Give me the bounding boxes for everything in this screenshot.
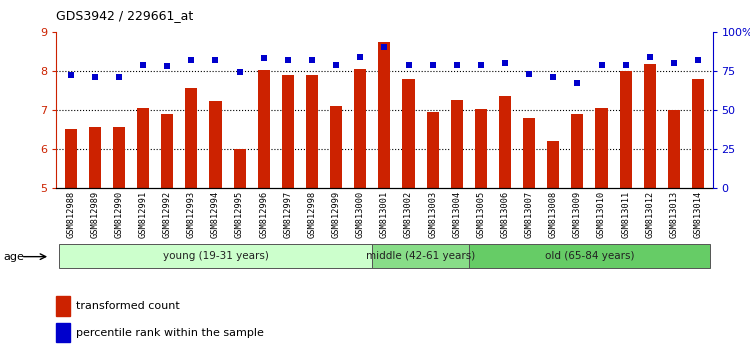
Point <box>596 62 608 67</box>
Bar <box>282 75 294 188</box>
Point <box>403 62 415 67</box>
Bar <box>185 88 197 188</box>
Bar <box>233 149 246 188</box>
Point <box>499 60 511 66</box>
Bar <box>523 118 536 188</box>
Point <box>209 57 221 63</box>
Text: GSM813011: GSM813011 <box>621 190 630 238</box>
Bar <box>451 100 463 188</box>
Text: GSM813006: GSM813006 <box>500 190 509 238</box>
Point <box>64 73 76 78</box>
Text: GSM812997: GSM812997 <box>284 190 292 238</box>
Point <box>668 60 680 66</box>
Text: GSM812990: GSM812990 <box>115 190 124 238</box>
Text: percentile rank within the sample: percentile rank within the sample <box>76 328 264 338</box>
Bar <box>620 71 632 188</box>
Bar <box>64 129 76 188</box>
Text: age: age <box>4 252 25 262</box>
Bar <box>58 244 372 268</box>
Text: GSM813014: GSM813014 <box>694 190 703 238</box>
Point <box>185 57 197 63</box>
Point <box>378 45 390 50</box>
Point <box>451 62 463 67</box>
Bar <box>372 244 469 268</box>
Point <box>161 63 173 69</box>
Text: GSM813010: GSM813010 <box>597 190 606 238</box>
Text: GSM812994: GSM812994 <box>211 190 220 238</box>
Bar <box>644 64 656 188</box>
Bar <box>113 127 125 188</box>
Point <box>113 74 125 80</box>
Text: GSM812989: GSM812989 <box>90 190 99 238</box>
Point <box>572 80 584 86</box>
Bar <box>572 114 584 188</box>
Point <box>692 57 704 63</box>
Text: old (65-84 years): old (65-84 years) <box>544 251 634 261</box>
Point <box>427 62 439 67</box>
Bar <box>161 114 173 188</box>
Text: GSM812988: GSM812988 <box>66 190 75 238</box>
Text: GSM813000: GSM813000 <box>356 190 364 238</box>
Bar <box>403 79 415 188</box>
Bar <box>137 108 149 188</box>
Text: GSM812999: GSM812999 <box>332 190 340 238</box>
Text: GSM812992: GSM812992 <box>163 190 172 238</box>
Point <box>620 62 632 67</box>
Text: middle (42-61 years): middle (42-61 years) <box>366 251 476 261</box>
Text: GSM812993: GSM812993 <box>187 190 196 238</box>
Text: GSM812995: GSM812995 <box>235 190 244 238</box>
Text: GSM813004: GSM813004 <box>452 190 461 238</box>
Bar <box>306 75 318 188</box>
Bar <box>469 244 710 268</box>
Bar <box>88 127 101 188</box>
Text: young (19-31 years): young (19-31 years) <box>163 251 268 261</box>
Point <box>475 62 487 67</box>
Text: GSM813001: GSM813001 <box>380 190 388 238</box>
Text: GDS3942 / 229661_at: GDS3942 / 229661_at <box>56 9 194 22</box>
Text: transformed count: transformed count <box>76 301 179 311</box>
Text: GSM812991: GSM812991 <box>139 190 148 238</box>
Bar <box>692 79 704 188</box>
Point <box>354 54 366 59</box>
Bar <box>668 110 680 188</box>
Bar <box>475 109 487 188</box>
Text: GSM813013: GSM813013 <box>670 190 679 238</box>
Text: GSM812996: GSM812996 <box>260 190 268 238</box>
Bar <box>258 70 270 188</box>
Bar <box>427 112 439 188</box>
Text: GSM812998: GSM812998 <box>308 190 316 238</box>
Point <box>282 57 294 63</box>
Bar <box>330 106 342 188</box>
Bar <box>548 141 560 188</box>
Point <box>306 57 318 63</box>
Text: GSM813012: GSM813012 <box>645 190 654 238</box>
Point <box>330 62 342 67</box>
Text: GSM813005: GSM813005 <box>476 190 485 238</box>
Text: GSM813008: GSM813008 <box>549 190 558 238</box>
Point <box>524 71 536 77</box>
Text: GSM813007: GSM813007 <box>525 190 534 238</box>
Bar <box>378 42 391 188</box>
Bar <box>499 96 511 188</box>
Bar <box>354 69 366 188</box>
Bar <box>596 108 608 188</box>
Point <box>258 56 270 61</box>
Point <box>88 74 101 80</box>
Point <box>644 54 656 59</box>
Text: GSM813002: GSM813002 <box>404 190 413 238</box>
Point <box>548 74 560 80</box>
Text: GSM813009: GSM813009 <box>573 190 582 238</box>
Point <box>137 62 149 67</box>
Point <box>233 69 245 75</box>
Text: GSM813003: GSM813003 <box>428 190 437 238</box>
Bar <box>209 101 221 188</box>
